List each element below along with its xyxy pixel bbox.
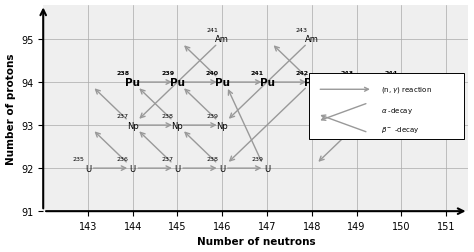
Text: 242: 242	[295, 71, 309, 75]
Text: 235: 235	[72, 156, 84, 161]
Text: Pu: Pu	[125, 78, 140, 88]
Text: (n, $\gamma$) reaction: (n, $\gamma$) reaction	[381, 85, 432, 95]
Text: U: U	[85, 164, 91, 173]
Text: Np: Np	[127, 121, 138, 130]
Text: Pu: Pu	[170, 78, 185, 88]
Text: $\beta^-$ -decay: $\beta^-$ -decay	[381, 124, 420, 134]
Y-axis label: Number of protons: Number of protons	[6, 53, 16, 164]
Text: 243: 243	[296, 27, 308, 33]
Text: 241: 241	[251, 71, 264, 75]
Text: Pu: Pu	[394, 78, 409, 88]
Text: Pu: Pu	[260, 78, 274, 88]
Text: 241: 241	[207, 27, 219, 33]
Text: 239: 239	[251, 156, 263, 161]
Text: U: U	[174, 164, 181, 173]
Text: Np: Np	[216, 121, 228, 130]
Text: Pu: Pu	[349, 78, 364, 88]
Text: Pu: Pu	[215, 78, 230, 88]
Text: Am: Am	[305, 35, 319, 44]
X-axis label: Number of neutrons: Number of neutrons	[197, 237, 315, 246]
Text: U: U	[130, 164, 136, 173]
Text: U: U	[264, 164, 270, 173]
Text: Np: Np	[172, 121, 183, 130]
Text: 238: 238	[207, 156, 219, 161]
Text: 239: 239	[161, 71, 174, 75]
Text: Am: Am	[215, 35, 229, 44]
Text: $\alpha$ -decay: $\alpha$ -decay	[381, 106, 413, 115]
Text: 236: 236	[117, 156, 129, 161]
Text: 244: 244	[385, 71, 398, 75]
Text: 237: 237	[117, 113, 129, 118]
Text: 237: 237	[162, 156, 173, 161]
Text: Pu: Pu	[304, 78, 319, 88]
Text: 243: 243	[340, 71, 353, 75]
Text: 238: 238	[116, 71, 129, 75]
Bar	[309, 73, 464, 139]
Text: 238: 238	[162, 113, 173, 118]
Text: U: U	[219, 164, 225, 173]
Text: 239: 239	[206, 113, 219, 118]
Text: 240: 240	[206, 71, 219, 75]
